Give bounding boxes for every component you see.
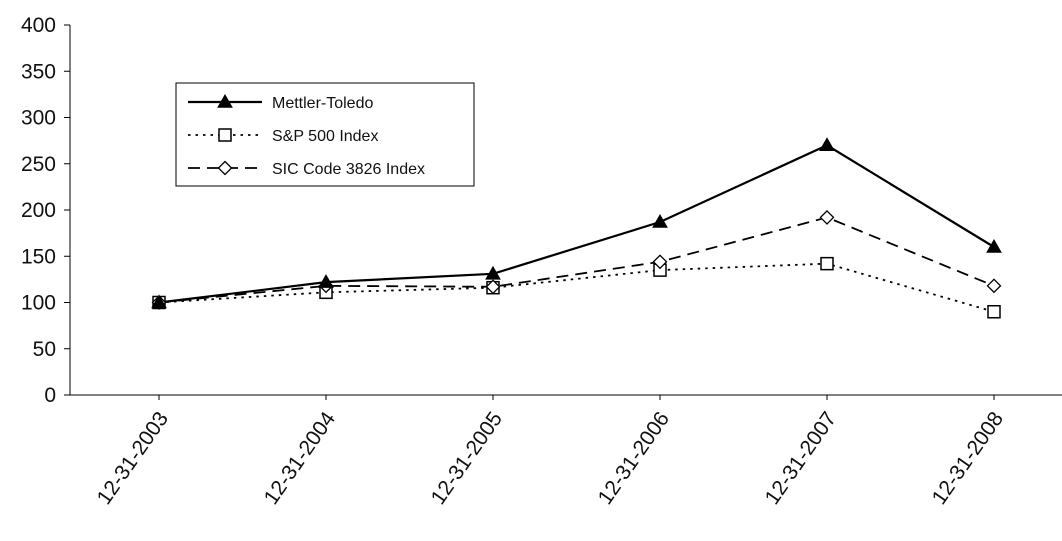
legend-label-2: SIC Code 3826 Index — [272, 161, 425, 178]
data-point — [987, 305, 1001, 319]
y-tick-label: 100 — [21, 292, 56, 315]
data-point — [652, 254, 668, 270]
data-point — [986, 238, 1002, 253]
series-line-0 — [158, 144, 995, 304]
x-tick-label: 12-31-2008 — [928, 408, 1008, 509]
data-point — [652, 214, 668, 228]
legend-marker-1 — [218, 128, 232, 142]
y-tick-label: 350 — [21, 60, 56, 83]
data-point — [820, 256, 834, 271]
y-tick-label: 250 — [21, 153, 56, 176]
y-tick-label: 50 — [33, 338, 56, 361]
legend-label-1: S&P 500 Index — [272, 128, 378, 145]
legend-marker-2 — [217, 160, 233, 176]
data-point — [819, 209, 835, 225]
series-line-1 — [158, 262, 995, 313]
data-point — [819, 137, 835, 151]
series-layer — [151, 137, 1002, 319]
legend: Mettler-Toledo S&P 500 Index SIC Code 3826… — [175, 82, 475, 187]
y-tick-label: 0 — [44, 384, 56, 407]
y-tick-label: 400 — [21, 14, 56, 37]
data-point — [485, 279, 501, 295]
x-tick-label: 12-31-2005 — [427, 408, 507, 509]
series-line-2 — [158, 216, 995, 304]
y-tick-label: 150 — [21, 245, 56, 268]
x-tick-label: 12-31-2003 — [93, 408, 173, 509]
y-tick-label: 200 — [21, 199, 56, 222]
data-point — [318, 274, 334, 288]
x-tick-label: 12-31-2004 — [260, 407, 341, 508]
data-point — [151, 294, 167, 309]
data-point — [485, 265, 501, 280]
data-point — [986, 278, 1002, 294]
y-tick-label: 300 — [21, 107, 56, 130]
x-tick-label: 12-31-2006 — [594, 408, 674, 509]
legend-marker-0 — [217, 93, 233, 108]
legend-label-0: Mettler-Toledo — [272, 95, 373, 112]
x-tick-label: 12-31-2007 — [761, 408, 841, 509]
